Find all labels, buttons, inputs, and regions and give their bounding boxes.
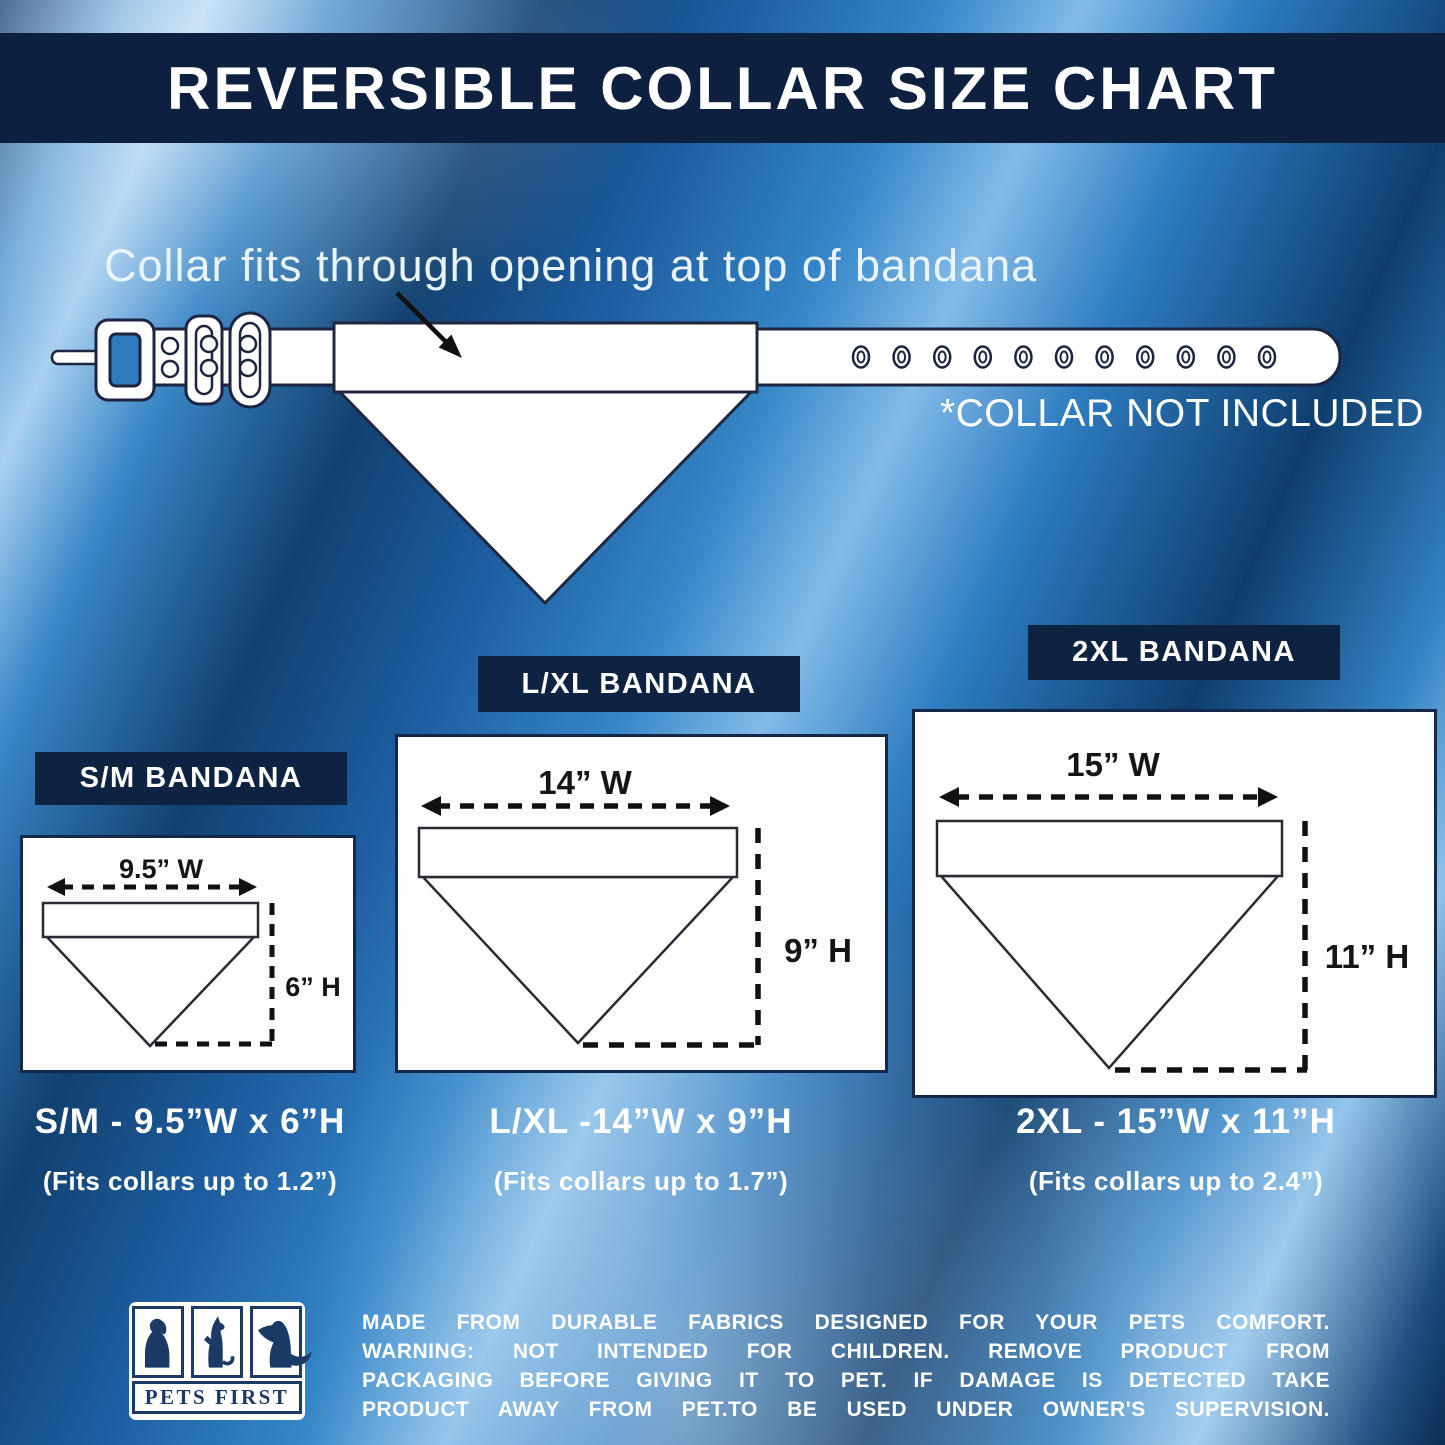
warning-text: MADE FROM DURABLE FABRICS DESIGNED FOR Y… (362, 1308, 1330, 1424)
height-label-2xl: 11” H (1325, 938, 1409, 975)
collar-illustration (50, 291, 1342, 606)
collar-caption: Collar fits through opening at top of ba… (104, 240, 1038, 291)
diagram-2xl: 15” W 11” H (935, 746, 1409, 1073)
pointer-arrow (395, 291, 462, 358)
height-label-lxl: 9” H (784, 932, 852, 969)
warning-line-3: PACKAGING BEFORE GIVING IT TO PET. IF DA… (362, 1369, 1330, 1392)
dog-icon-begging (203, 1316, 235, 1368)
dog-frame-3 (250, 1306, 312, 1378)
dog-icon-sitting (144, 1318, 170, 1368)
dog-icon-collie (258, 1320, 312, 1368)
dog-frame-1 (132, 1306, 184, 1378)
size-label-lxl: L/XL BANDANA (478, 656, 800, 712)
caption-2xl-size: 2XL - 15”W x 11”H (1016, 1102, 1336, 1141)
width-label-2xl: 15” W (1066, 746, 1160, 783)
caption-sm: S/M - 9.5”W x 6”H (Fits collars up to 1.… (18, 1102, 362, 1197)
diagram-band-sm (41, 901, 260, 939)
diagram-triangle-sm (44, 935, 257, 1048)
size-label-sm: S/M BANDANA (35, 752, 347, 805)
caption-lxl-fit: (Fits collars up to 1.7”) (493, 1166, 789, 1196)
bandana-triangle (334, 388, 757, 606)
collar-holes (851, 345, 1277, 369)
caption-2xl-fit: (Fits collars up to 2.4”) (1028, 1166, 1324, 1196)
warning-line-2: WARNING: NOT INTENDED FOR CHILDREN. REMO… (362, 1340, 1330, 1363)
diagram-lxl: 14” W 9” H (417, 764, 852, 1048)
caption-2xl: 2XL - 15”W x 11”H (Fits collars up to 2.… (936, 1102, 1416, 1197)
diagram-band-lxl (417, 826, 739, 879)
diagram-triangle-2xl (938, 874, 1281, 1070)
caption-lxl: L/XL -14”W x 9”H (Fits collars up to 1.7… (401, 1102, 881, 1197)
width-arrow-sm (47, 878, 257, 896)
width-label-sm: 9.5” W (119, 854, 204, 884)
height-line-2xl (1115, 821, 1308, 1073)
logo-dog-frames (132, 1306, 312, 1378)
buckle-holes (160, 334, 258, 379)
bandana-band (332, 321, 759, 394)
size-label-2xl: 2XL BANDANA (1028, 625, 1340, 680)
diagram-band-2xl (935, 819, 1284, 878)
size-panel-lxl: 14” W 9” H (395, 734, 888, 1073)
width-arrow-2xl (939, 787, 1278, 807)
diagram-triangle-lxl (420, 875, 736, 1045)
header-bar: REVERSIBLE COLLAR SIZE CHART (0, 33, 1445, 143)
size-panel-2xl: 15” W 11” H (912, 709, 1437, 1098)
width-arrow-lxl (421, 796, 730, 816)
caption-sm-size: S/M - 9.5”W x 6”H (34, 1102, 346, 1141)
height-line-lxl (583, 828, 761, 1048)
size-panel-sm: 9.5” W 6” H (20, 835, 356, 1073)
caption-sm-fit: (Fits collars up to 1.2”) (42, 1166, 338, 1196)
caption-lxl-size: L/XL -14”W x 9”H (489, 1102, 793, 1141)
dog-frame-2 (191, 1306, 243, 1378)
warning-line-1: MADE FROM DURABLE FABRICS DESIGNED FOR Y… (362, 1311, 1330, 1334)
width-label-lxl: 14” W (538, 764, 632, 801)
collar-note: *COLLAR NOT INCLUDED (940, 392, 1424, 435)
diagram-sm: 9.5” W 6” H (41, 854, 341, 1048)
logo-text: PETS FIRST (144, 1385, 290, 1409)
height-label-sm: 6” H (285, 972, 341, 1002)
logo-text-box: PETS FIRST (132, 1381, 302, 1414)
page-title: REVERSIBLE COLLAR SIZE CHART (167, 54, 1278, 122)
height-line-sm (155, 903, 275, 1047)
buckle (94, 318, 156, 402)
pets-first-logo: PETS FIRST (129, 1302, 312, 1420)
warning-line-4: PRODUCT AWAY FROM PET.TO BE USED UNDER O… (362, 1398, 1330, 1421)
